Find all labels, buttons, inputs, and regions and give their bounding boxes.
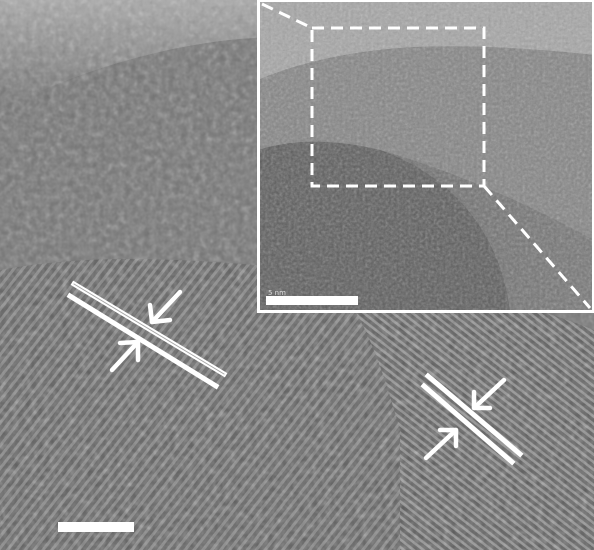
zoom-connector-bottom bbox=[482, 185, 592, 309]
inset-scale-label: 5 nm bbox=[268, 289, 286, 297]
arrow-icon bbox=[147, 289, 183, 325]
lattice-spacing-marker-right bbox=[420, 372, 524, 466]
lattice-spacing-marker-left bbox=[66, 280, 228, 390]
arrow-icon bbox=[109, 339, 141, 373]
inset-zoom-box bbox=[310, 26, 486, 188]
inset-micrograph bbox=[258, 0, 594, 312]
inset-scale-bar bbox=[266, 296, 358, 305]
arrow-icon bbox=[471, 377, 507, 411]
arrow-icon bbox=[423, 427, 459, 461]
zoom-connector-top bbox=[261, 2, 313, 30]
main-scale-bar bbox=[58, 522, 134, 532]
